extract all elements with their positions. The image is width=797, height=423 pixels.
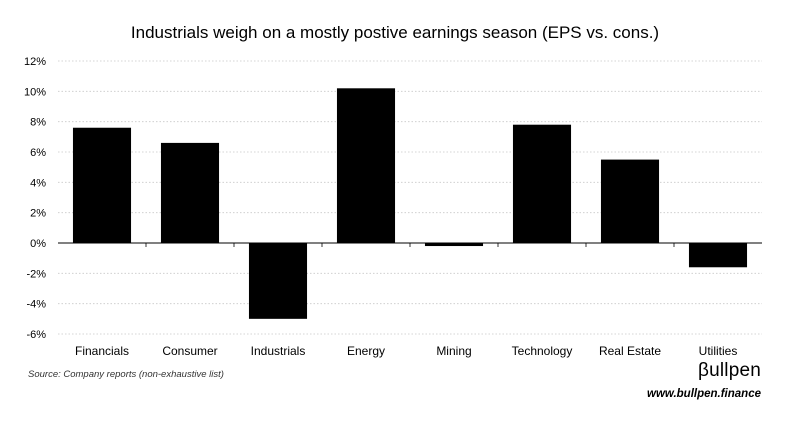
- y-tick-label: 8%: [30, 117, 46, 129]
- y-tick-label: 4%: [30, 177, 46, 189]
- x-category-label: Utilities: [699, 344, 738, 358]
- website-url: www.bullpen.finance: [647, 388, 761, 400]
- x-category-label: Mining: [436, 344, 471, 358]
- bar-financials: [72, 127, 132, 243]
- bar-energy: [336, 88, 396, 243]
- y-tick-label: 12%: [24, 56, 46, 68]
- x-category-label: Industrials: [251, 344, 306, 358]
- bar-industrials: [248, 243, 308, 319]
- bar-consumer: [160, 142, 220, 243]
- bar-technology: [512, 124, 572, 243]
- y-tick-label: 0%: [30, 238, 46, 250]
- bar-real-estate: [600, 159, 660, 243]
- y-tick-label: -2%: [26, 268, 46, 280]
- x-axis-labels: Financials Consumer Industrials Energy Minin…: [75, 344, 737, 358]
- x-category-label: Real Estate: [599, 344, 661, 358]
- y-tick-label: -6%: [26, 329, 46, 341]
- bar-chart: Industrials weigh on a mostly postive ea…: [24, 23, 762, 358]
- bar-utilities: [688, 243, 748, 268]
- bars: [72, 88, 748, 319]
- y-tick-label: 10%: [24, 86, 46, 98]
- y-tick-label: 6%: [30, 147, 46, 159]
- x-category-label: Consumer: [162, 344, 217, 358]
- x-category-label: Financials: [75, 344, 129, 358]
- source-note: Source: Company reports (non-exhaustive …: [28, 369, 224, 380]
- chart-title: Industrials weigh on a mostly postive ea…: [131, 23, 659, 42]
- brand-logo: βullpen: [697, 360, 761, 381]
- y-axis-ticks: 12% 10% 8% 6% 4% 2% 0% -2% -4% -6%: [24, 56, 46, 341]
- bar-mining: [424, 243, 484, 247]
- y-tick-label: 2%: [30, 208, 46, 220]
- y-tick-label: -4%: [26, 299, 46, 311]
- x-category-label: Energy: [347, 344, 385, 358]
- x-category-label: Technology: [512, 344, 573, 358]
